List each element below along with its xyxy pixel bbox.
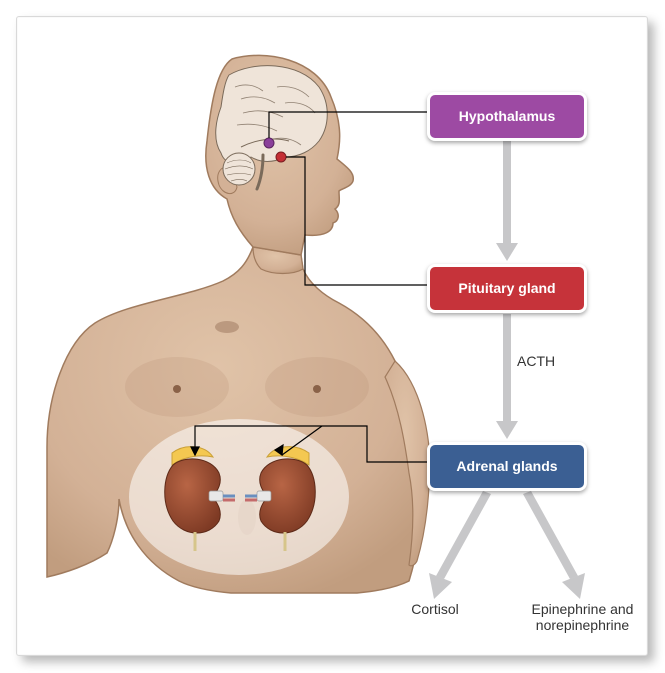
node-pituitary: Pituitary gland <box>427 264 587 313</box>
label-epinephrine: Epinephrine and norepinephrine <box>515 601 650 633</box>
diagram-panel: Hypothalamus Pituitary gland Adrenal gla… <box>16 16 648 656</box>
diagram-canvas: Hypothalamus Pituitary gland Adrenal gla… <box>0 0 665 673</box>
node-label: Adrenal glands <box>456 458 557 474</box>
label-acth: ACTH <box>517 353 567 369</box>
hypothalamus-marker <box>264 138 274 148</box>
label-cortisol: Cortisol <box>395 601 475 617</box>
flow-arrows <box>429 140 585 599</box>
node-label: Hypothalamus <box>459 108 555 124</box>
node-adrenal: Adrenal glands <box>427 442 587 491</box>
node-label: Pituitary gland <box>458 280 555 296</box>
brain <box>216 66 328 164</box>
cerebellum <box>223 153 255 185</box>
node-hypothalamus: Hypothalamus <box>427 92 587 141</box>
pituitary-marker <box>276 152 286 162</box>
